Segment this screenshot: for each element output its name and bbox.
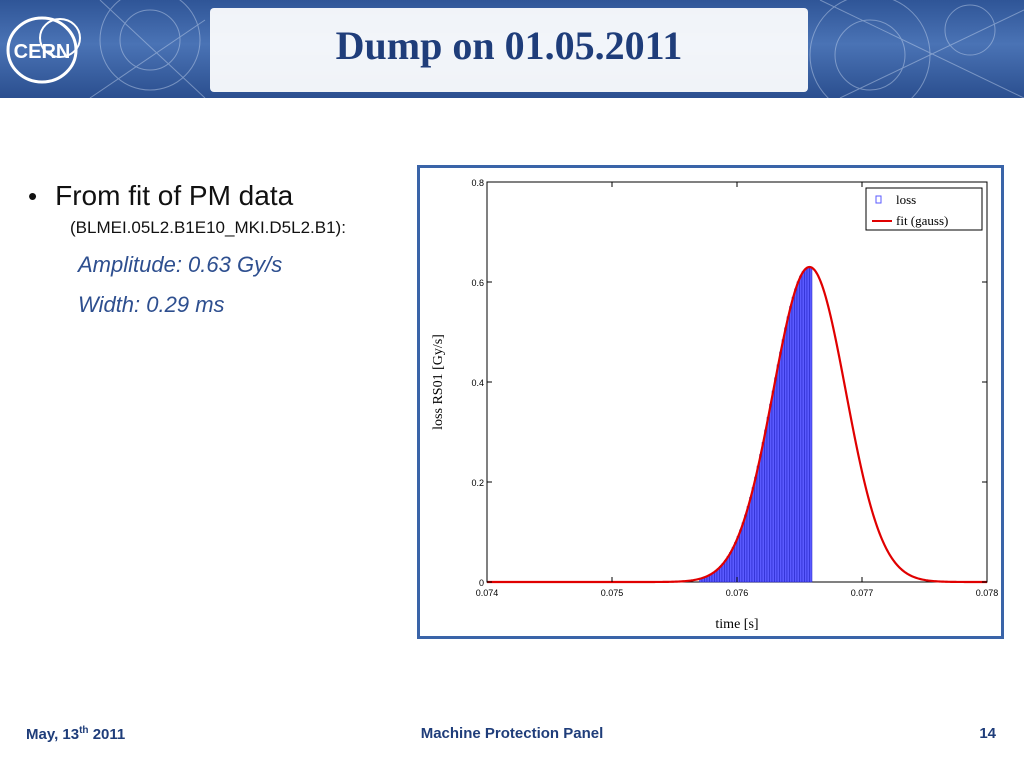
y-tick-label: 0.8 <box>471 178 484 188</box>
bullet-source: (BLMEI.05L2.B1E10_MKI.D5L2.B1): <box>70 218 346 237</box>
histogram-bar <box>741 522 745 583</box>
bullet-dot: • <box>28 180 38 211</box>
banner-pattern <box>89 0 1024 98</box>
x-tick-label: 0.078 <box>976 588 999 598</box>
histogram-bar <box>776 364 780 583</box>
histogram-bar <box>756 465 760 583</box>
footer-date: May, 13th 2011 <box>26 725 125 743</box>
histogram-bar <box>751 487 755 583</box>
histogram-bar <box>769 403 773 583</box>
histogram-bar <box>729 551 733 583</box>
histogram-bar <box>736 536 740 583</box>
x-tick-label: 0.074 <box>476 588 499 598</box>
header-banner: CERN Dump on 01.05.2011 <box>0 0 1024 98</box>
histogram-bar <box>749 497 753 583</box>
y-axis-label: loss RS01 [Gy/s] <box>431 334 446 430</box>
histogram-bar <box>726 556 730 583</box>
bullet-main-text: From fit of PM data <box>55 180 294 211</box>
histogram-bar <box>801 271 805 583</box>
y-tick-label: 0.4 <box>471 378 484 388</box>
amplitude-value: Amplitude: 0.63 Gy/s <box>78 252 283 277</box>
histogram-bar <box>784 327 788 583</box>
histogram-bar <box>739 529 743 583</box>
histogram-bar <box>731 547 735 583</box>
histogram-bar <box>789 306 793 583</box>
histogram-bar <box>774 377 778 583</box>
cern-logo: CERN <box>6 16 81 84</box>
histogram-bar <box>759 454 763 583</box>
y-tick-label: 0.6 <box>471 278 484 288</box>
histogram-bar <box>781 339 785 583</box>
x-tick-label: 0.076 <box>726 588 749 598</box>
title-box <box>210 8 808 92</box>
bullet-list: • From fit of PM data (BLMEI.05L2.B1E10_… <box>28 180 408 318</box>
plot-area <box>486 181 988 583</box>
histogram-bar <box>724 559 728 583</box>
histogram-bar <box>734 541 738 583</box>
footer-date-sup: th <box>79 725 89 736</box>
legend-loss-swatch <box>875 195 882 204</box>
histogram-bar <box>744 514 748 583</box>
histogram-bar <box>721 563 725 583</box>
footer-date-year: 2011 <box>88 726 126 743</box>
footer-date-text: May, 13 <box>26 726 80 743</box>
histogram-bar <box>766 416 770 583</box>
histogram-bar <box>806 266 810 583</box>
page-number: 14 <box>979 725 996 742</box>
histogram-bar <box>771 390 775 583</box>
histogram-bar <box>786 316 790 583</box>
fit-curve <box>487 265 987 584</box>
histogram-bar <box>794 288 798 583</box>
bullet-main: • From fit of PM data <box>28 180 408 212</box>
svg-text:CERN: CERN <box>14 41 71 63</box>
histogram-bar <box>779 351 783 583</box>
histogram-bar <box>804 268 808 583</box>
page-title: Dump on 01.05.2011 <box>335 23 683 68</box>
x-tick-label: 0.075 <box>601 588 624 598</box>
footer-center: Machine Protection Panel <box>420 725 604 742</box>
y-tick-label: 0 <box>479 578 484 588</box>
y-tick-label: 0.2 <box>471 478 484 488</box>
loss-chart: 0.074 0.075 0.076 0.077 0.078 0 0.2 0.4 0.6 0.8 ti… <box>431 178 999 632</box>
histogram-bar <box>754 476 758 583</box>
width-value: Width: 0.29 ms <box>78 292 225 317</box>
legend-box <box>865 187 983 231</box>
histogram-bar <box>791 296 795 583</box>
x-tick-label: 0.077 <box>851 588 874 598</box>
legend-fit-label: fit (gauss) <box>896 213 948 228</box>
histogram-bar <box>796 281 800 583</box>
chart-frame: 0.074 0.075 0.076 0.077 0.078 0 0.2 0.4 0.6 0.8 ti… <box>417 165 1004 639</box>
histogram-bar <box>761 442 765 583</box>
histogram-bar <box>809 266 813 583</box>
histogram-bar <box>764 429 768 583</box>
x-axis-label: time [s] <box>715 617 758 632</box>
histogram-bar <box>799 275 803 583</box>
legend-loss-label: loss <box>896 192 916 207</box>
histogram-bar <box>746 506 750 583</box>
